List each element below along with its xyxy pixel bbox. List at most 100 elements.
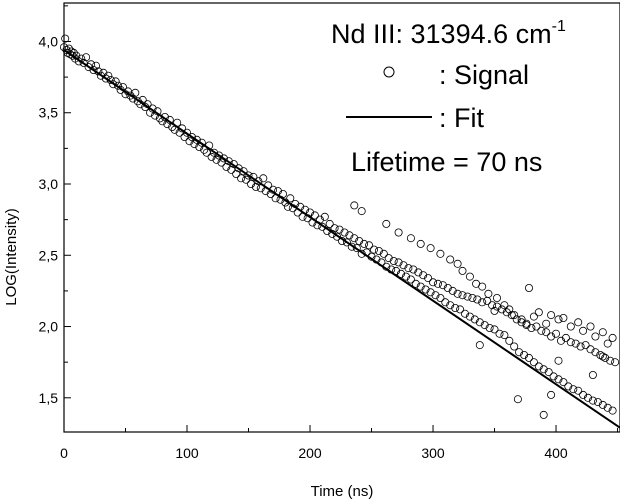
signal-point — [131, 88, 140, 97]
signal-point — [101, 74, 110, 83]
signal-point — [441, 298, 450, 307]
signal-point — [82, 53, 91, 62]
y-axis: 1,5 2,0 2,5 3,0 3,5 4,0 — [39, 5, 71, 406]
signal-point — [310, 211, 319, 220]
y-axis-title: LOG(Intensity) — [3, 208, 20, 306]
signal-point — [416, 282, 425, 291]
signal-point — [549, 372, 558, 381]
signal-point — [251, 182, 260, 191]
signal-point — [529, 312, 538, 321]
signal-point — [234, 164, 243, 173]
y-tick-label: 3,0 — [39, 176, 59, 192]
signal-point — [510, 311, 519, 320]
signal-point — [92, 61, 101, 70]
signal-point — [335, 225, 344, 234]
y-tick-label: 3,5 — [39, 105, 59, 121]
signal-point — [574, 318, 583, 327]
signal-point — [365, 241, 374, 250]
signal-point — [239, 167, 248, 176]
signal-point — [460, 309, 469, 318]
x-tick-label: 200 — [298, 445, 322, 461]
signal-point — [579, 326, 588, 335]
signal-point — [320, 212, 329, 221]
signal-point — [443, 283, 452, 292]
signal-point — [478, 298, 487, 307]
signal-point — [401, 272, 410, 281]
signal-point — [547, 311, 556, 320]
signal-point — [490, 306, 499, 315]
signal-point — [539, 410, 548, 419]
signal-point — [406, 234, 415, 243]
signal-point — [591, 332, 600, 341]
signal-point — [525, 353, 534, 362]
signal-point — [554, 315, 563, 324]
signal-point — [483, 296, 492, 305]
signal-point — [394, 258, 403, 267]
signal-point — [576, 342, 585, 351]
signal-point — [468, 293, 477, 302]
signal-point — [244, 171, 253, 180]
signal-point — [527, 323, 536, 332]
signal-point — [598, 328, 607, 337]
signal-point — [586, 322, 595, 331]
signal-point — [453, 289, 462, 298]
signal-point — [557, 336, 566, 345]
signal-point — [470, 315, 479, 324]
signal-point — [192, 135, 201, 144]
signal-point — [571, 339, 580, 348]
signal-point — [210, 148, 219, 157]
signal-point — [214, 151, 223, 160]
signal-point — [416, 239, 425, 248]
signal-point — [227, 165, 236, 174]
signal-point — [254, 177, 263, 186]
signal-point — [325, 219, 334, 228]
signal-point — [458, 291, 467, 300]
signal-point — [478, 282, 487, 291]
signal-point — [133, 97, 142, 106]
signal-point — [465, 312, 474, 321]
signal-point — [350, 201, 359, 210]
signal-point — [465, 272, 474, 281]
fit-series — [63, 49, 620, 429]
signal-point — [456, 305, 465, 314]
signal-point — [584, 393, 593, 402]
signal-point — [232, 169, 241, 178]
signal-point — [259, 174, 268, 183]
signal-point — [510, 342, 519, 351]
signal-point — [484, 289, 493, 298]
signal-point — [522, 319, 531, 328]
chart-title-main: Nd III: 31394.6 cm — [331, 19, 552, 49]
signal-point — [513, 395, 522, 404]
signal-point — [182, 128, 191, 137]
signal-point — [242, 175, 251, 184]
x-tick-label: 400 — [544, 445, 568, 461]
signal-point — [544, 368, 553, 377]
signal-point — [212, 155, 221, 164]
x-tick-label: 0 — [60, 445, 68, 461]
signal-point — [436, 249, 445, 258]
signal-point — [406, 275, 415, 284]
chart-title-superscript: -1 — [552, 18, 566, 35]
signal-point — [286, 194, 295, 203]
signal-point — [426, 244, 435, 253]
signal-point — [79, 58, 88, 67]
signal-point — [237, 174, 246, 183]
signal-point — [488, 301, 497, 310]
signal-point — [475, 341, 484, 350]
signal-point — [379, 249, 388, 258]
x-axis-title: Time (ns) — [311, 483, 374, 500]
signal-point — [601, 353, 610, 362]
plot-area — [60, 2, 620, 433]
signal-point — [219, 154, 228, 163]
signal-point — [347, 242, 356, 251]
signal-point — [566, 338, 575, 347]
signal-point — [426, 288, 435, 297]
fit-line — [63, 49, 620, 429]
signal-point — [547, 332, 556, 341]
signal-point — [500, 331, 509, 340]
x-tick-label: 100 — [175, 445, 199, 461]
legend-fit-label: : Fit — [439, 103, 484, 133]
signal-point — [333, 232, 342, 241]
signal-point — [126, 91, 135, 100]
signal-point — [591, 348, 600, 357]
